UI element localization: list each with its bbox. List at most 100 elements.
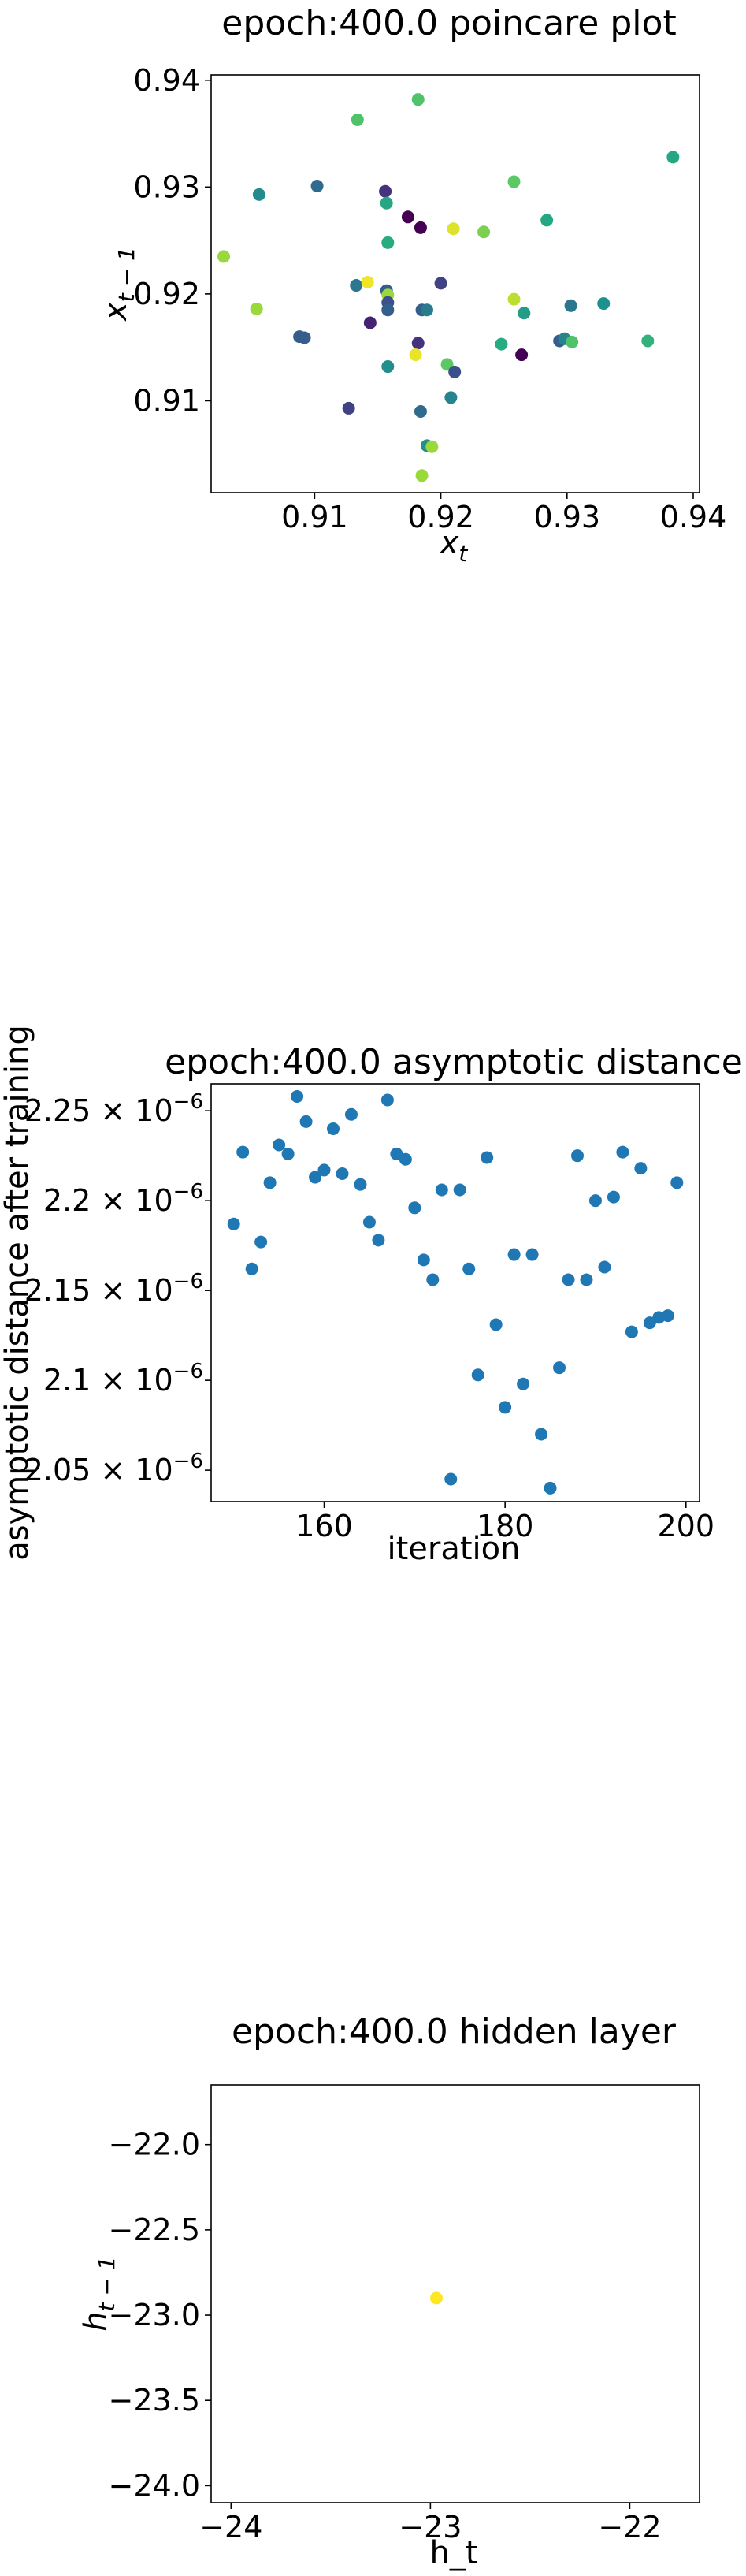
data-point [426,1273,440,1286]
y-tick-label: −23.5 [109,2383,200,2418]
data-point [390,1147,403,1160]
data-point [425,440,439,453]
x-tick-label: −24 [199,2510,262,2544]
plot-area [210,74,700,493]
x-tick-label: 160 [295,1509,353,1543]
plot-area [210,2084,700,2503]
data-point [553,1361,566,1375]
y-tick-label: −24.0 [109,2468,200,2503]
data-point [414,221,427,234]
y-tick-label: 0.93 [133,169,200,204]
data-point [434,277,447,290]
data-point [495,337,508,351]
data-point [411,93,425,106]
data-point [507,292,521,306]
data-point [379,184,392,198]
data-point [372,1234,385,1247]
data-point [598,1260,611,1274]
x-axis: 160 180 200 [295,1502,714,1543]
y-axis: 2.05 × 10−6 2.1 × 10−6 2.15 × 10−6 2.2 × 10… [24,1090,211,1487]
data-point [517,1377,530,1390]
data-point [607,1190,620,1204]
data-point [361,275,374,288]
data-point [217,250,231,263]
data-point [588,1194,602,1208]
data-point [414,404,427,418]
data-point [507,175,521,188]
x-axis-label: iteration [388,1531,521,1567]
data-point [481,1151,494,1164]
data-point [641,334,655,348]
data-point [515,348,529,362]
data-point [643,1316,656,1330]
data-point [661,1309,674,1323]
data-points [227,1089,684,1495]
data-point [381,360,395,374]
data-point [562,1273,575,1286]
x-tick-label: 0.91 [281,500,348,534]
data-point [518,307,531,320]
data-point [444,391,458,404]
data-point [435,1183,448,1197]
y-tick-label: 2.1 × 10−6 [43,1360,203,1398]
data-point [544,1481,557,1495]
data-point [408,1201,421,1215]
data-point [415,469,429,482]
y-axis: −22.0 −22.5 −23.0 −23.5 −24.0 [109,2127,211,2503]
data-point [236,1145,250,1159]
data-point [381,303,395,317]
data-point [564,299,577,312]
data-point [462,1262,476,1275]
data-point [616,1145,629,1159]
data-point [666,151,680,164]
data-point [336,1167,349,1180]
data-point [317,1163,331,1177]
x-tick-label: 0.92 [407,500,474,534]
data-point [291,1089,304,1103]
y-tick-label: 2.2 × 10−6 [43,1180,203,1218]
data-point [298,331,311,344]
data-point [540,214,554,227]
asymptotic-distance-chart: epoch:400.0 asymptotic distance 160 180 20… [0,1025,743,1567]
data-point [299,1115,313,1128]
x-axis-label: h_t [429,2535,477,2571]
data-point [670,1176,684,1189]
y-tick-label: 2.15 × 10−6 [24,1270,203,1308]
data-points [217,93,680,482]
data-point [245,1262,258,1275]
data-point [444,1472,458,1486]
data-point [254,1235,268,1249]
data-point [362,1215,376,1229]
data-point [273,1138,286,1152]
data-point [350,279,363,292]
y-tick-label: −23.0 [109,2298,200,2332]
y-tick-label: 0.91 [133,383,200,418]
data-point [471,1368,484,1382]
data-point [625,1325,638,1338]
data-point [597,297,611,311]
data-point [310,179,324,192]
data-point [489,1318,503,1331]
y-tick-label: −22.0 [109,2127,200,2162]
data-point [580,1273,593,1286]
x-tick-label: 200 [658,1509,715,1543]
y-axis-label: asymptotic distance after training [0,1025,35,1561]
poincare-plot-chart: epoch:400.0 poincare plot 0.91 0.92 0.93 0.… [98,3,726,567]
y-tick-label: −22.5 [109,2213,200,2247]
data-point [499,1401,512,1414]
data-point [566,335,579,348]
data-point [634,1162,648,1175]
y-axis: 0.91 0.92 0.93 0.94 [133,63,211,418]
y-tick-label: 0.94 [133,63,200,98]
data-point [250,302,263,315]
data-point [571,1149,584,1163]
data-point [417,1253,430,1267]
data-point [477,225,491,239]
data-point [263,1176,277,1189]
data-point [401,210,414,224]
x-tick-label: 180 [477,1509,534,1543]
data-point [327,1122,340,1135]
data-point [354,1178,367,1191]
data-points [429,2291,443,2305]
